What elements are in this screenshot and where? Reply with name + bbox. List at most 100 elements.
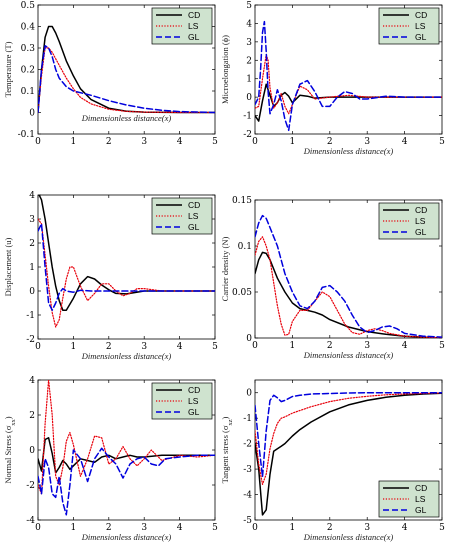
chart-panel-2: 0 1 2 3 4 5 -2 -1 0 1 2 3 4 5 Dimensionless distance(x…: [220, 1, 445, 156]
y-tick-label: 0: [29, 109, 35, 119]
legend-label-ls: LS: [188, 21, 199, 31]
x-tick-label: 4: [402, 341, 408, 351]
x-tick-label: 1: [290, 341, 296, 351]
series-line-gl: [38, 447, 215, 516]
legend-label-gl: GL: [188, 222, 200, 232]
x-tick-label: 0: [35, 137, 41, 147]
y-tick-label: 4: [29, 191, 35, 201]
y-tick-label: -2: [26, 335, 35, 345]
y-tick-label: 4: [29, 376, 35, 386]
y-tick-label: 0.1: [21, 87, 35, 97]
y-tick-label: -2: [26, 481, 35, 491]
x-tick-label: 4: [402, 137, 408, 147]
y-axis-label: Microelongation (ϕ): [220, 35, 230, 104]
x-tick-label: 5: [212, 523, 218, 533]
y-tick-label: 0.3: [21, 44, 36, 54]
y-axis-label: Temperature (T): [3, 41, 13, 97]
legend-label-gl: GL: [188, 407, 200, 417]
x-tick-label: 0: [35, 523, 41, 533]
x-tick-label: 4: [177, 342, 183, 352]
x-tick-label: 2: [106, 137, 112, 147]
y-tick-label: -2: [243, 130, 252, 140]
series-line-ls: [38, 380, 215, 495]
x-tick-label: 5: [212, 342, 218, 352]
x-tick-label: 5: [439, 523, 445, 533]
series-line-ls: [255, 392, 442, 485]
x-tick-label: 4: [177, 137, 183, 147]
y-tick-label: 0: [246, 93, 252, 103]
series-line-gl: [38, 45, 215, 114]
y-tick-label: -4: [26, 516, 35, 526]
y-tick-label: 0.2: [21, 66, 35, 76]
x-tick-label: 0: [252, 341, 258, 351]
x-axis-label: Dimensionless distance(x): [81, 113, 172, 123]
y-axis-label: Carrier density (N): [220, 236, 230, 301]
legend-label-cd: CD: [188, 200, 200, 210]
legend-label-cd: CD: [188, 10, 200, 20]
chart-panel-6: 0 1 2 3 4 5 -5 -4 -3 -2 -1 0 Dimensionless distance(…: [220, 379, 445, 542]
x-tick-label: 0: [252, 137, 258, 147]
legend-label-cd: CD: [415, 483, 427, 493]
x-tick-label: 0: [252, 523, 258, 533]
x-tick-label: 3: [364, 341, 370, 351]
series-line-cd: [38, 195, 215, 311]
legend-label-gl: GL: [415, 32, 427, 42]
x-tick-label: 2: [106, 342, 112, 352]
y-tick-label: 0.05: [232, 288, 252, 298]
series-line-gl: [255, 214, 442, 338]
x-tick-label: 2: [327, 341, 333, 351]
legend-label-ls: LS: [415, 21, 426, 31]
x-tick-label: 3: [141, 342, 147, 352]
legend-label-cd: CD: [188, 385, 200, 395]
y-tick-label: 0.1: [238, 242, 252, 252]
x-axis-label: Dimensionless distance(x): [81, 351, 172, 361]
x-tick-label: 1: [71, 342, 77, 352]
legend-label-ls: LS: [415, 494, 426, 504]
y-tick-label: 0.15: [232, 196, 252, 206]
legend-label-gl: GL: [415, 227, 427, 237]
series-line-gl: [255, 391, 442, 478]
y-axis-label: Displacement (u): [3, 237, 13, 296]
legend-label-gl: GL: [415, 505, 427, 515]
legend-label-gl: GL: [188, 32, 200, 42]
y-tick-label: -0.1: [18, 130, 35, 140]
y-tick-label: 0: [246, 334, 252, 344]
x-axis-label: Dimensionless distance(x): [81, 532, 172, 542]
y-tick-label: 5: [246, 1, 252, 11]
y-tick-label: 0: [29, 287, 35, 297]
x-axis-label: Dimensionless distance(x): [303, 146, 394, 156]
x-tick-label: 2: [327, 523, 333, 533]
y-tick-label: -1: [26, 311, 35, 321]
series-line-ls: [38, 47, 215, 114]
chart-panel-4: 0 1 2 3 4 5 0 0.05 0.1 0.15 Dimensionless distance…: [220, 196, 445, 360]
y-tick-label: 3: [29, 215, 35, 225]
chart-panel-1: 0 1 2 3 4 5-0.100.10.20.30.40.5Dimensionless …: [3, 1, 218, 147]
x-tick-label: 5: [439, 341, 445, 351]
chart-panel-5: 0 1 2 3 4 5 -4 -2 0 2 4 Dimensionless distance(x) No…: [3, 376, 218, 542]
x-tick-label: 1: [71, 523, 77, 533]
y-tick-label: -1: [243, 414, 252, 424]
x-axis-label: Dimensionless distance(x): [303, 350, 394, 360]
y-tick-label: 0.4: [21, 23, 36, 33]
y-tick-label: 2: [29, 411, 35, 421]
legend-label-ls: LS: [188, 211, 199, 221]
series-line-cd: [255, 251, 442, 338]
y-tick-label: -4: [243, 491, 252, 501]
legend-label-ls: LS: [188, 396, 199, 406]
series-line-cd: [255, 392, 442, 516]
y-tick-label: 0: [246, 389, 252, 399]
x-tick-label: 3: [364, 523, 370, 533]
series-line-gl: [255, 20, 442, 132]
y-tick-label: -3: [243, 465, 252, 475]
x-tick-label: 2: [106, 523, 112, 533]
x-tick-label: 4: [402, 523, 408, 533]
x-tick-label: 3: [141, 137, 147, 147]
series-line-ls: [38, 218, 215, 328]
y-tick-label: 3: [246, 38, 252, 48]
